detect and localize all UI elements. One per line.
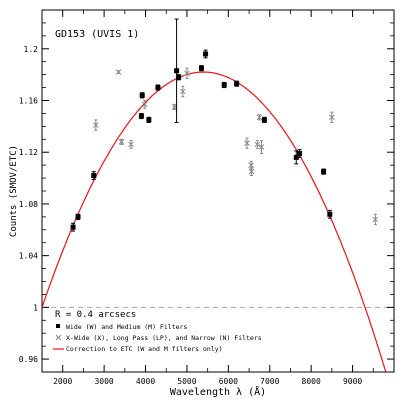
wide-point [327,209,333,219]
xwide-point [92,119,99,131]
x-tick-label: 5000 [177,377,196,386]
legend: R = 0.4 arcsecs Wide (W) and Medium (M) … [53,310,262,353]
chart-title: GD153 (UVIS 1) [55,29,139,40]
xwide-point [254,140,261,149]
x-tick-label: 4000 [136,377,155,386]
tick-labels: 2000 3000 4000 5000 6000 7000 8000 9000 0.96 1 1.0… [19,45,363,386]
wide-point [297,149,303,158]
legend-marker-wide [56,324,60,328]
wide-point [146,116,152,123]
y-tick-label: 1 [33,303,38,312]
xwide-point [179,85,186,98]
legend-label-wide: Wide (W) and Medium (M) Filters [66,323,187,331]
y-tick-label: 1.04 [19,252,38,261]
y-tick-label: 1.08 [19,200,38,209]
wide-point [176,74,182,81]
data-points [70,18,379,232]
x-tick-label: 6000 [219,377,238,386]
x-tick-label: 8000 [302,377,321,386]
xwide-point [141,100,148,109]
y-tick-label: 1.16 [19,97,38,106]
wide-point [261,116,267,123]
legend-label-curve: Correction to ETC (W and M filters only) [66,345,223,353]
xwide-point [329,111,335,123]
x-tick-label: 9000 [343,377,362,386]
x-tick-label: 7000 [260,377,279,386]
xwide-point [184,67,190,80]
y-axis-label: Counts (SMOV/ETC) [9,145,19,237]
wide-point [139,92,145,99]
axis-ticks [41,9,394,373]
wide-point [138,112,144,120]
xwide-point [118,138,125,145]
legend-header: R = 0.4 arcsecs [55,310,136,320]
xwide-point [256,114,263,121]
x-tick-label: 3000 [94,377,113,386]
wide-point [91,171,97,180]
wide-point [321,168,327,175]
wide-point [75,213,81,220]
xwide-point [244,137,250,149]
xwide-point [258,140,265,155]
wide-point [198,65,204,72]
wide-point [155,84,161,91]
wide-point [70,222,76,232]
xwide-point [128,140,134,149]
x-tick-label: 2000 [53,377,72,386]
y-tick-label: 0.96 [19,355,38,364]
y-tick-label: 1.2 [24,45,39,54]
wide-point [234,80,240,87]
wide-point [203,49,209,59]
xwide-point [248,167,255,176]
y-tick-label: 1.12 [19,148,38,157]
correction-curve [42,71,387,372]
wide-point [174,18,180,123]
legend-label-xwide: X-Wide (X), Long Pass (LP), and Narrow (… [66,334,262,342]
xwide-point [372,213,379,226]
legend-marker-xwide [55,334,62,341]
wide-point [221,81,227,89]
wide-point [293,150,299,165]
xwide-point [115,69,122,75]
x-axis-label: Wavelength λ (Å) [170,385,266,398]
